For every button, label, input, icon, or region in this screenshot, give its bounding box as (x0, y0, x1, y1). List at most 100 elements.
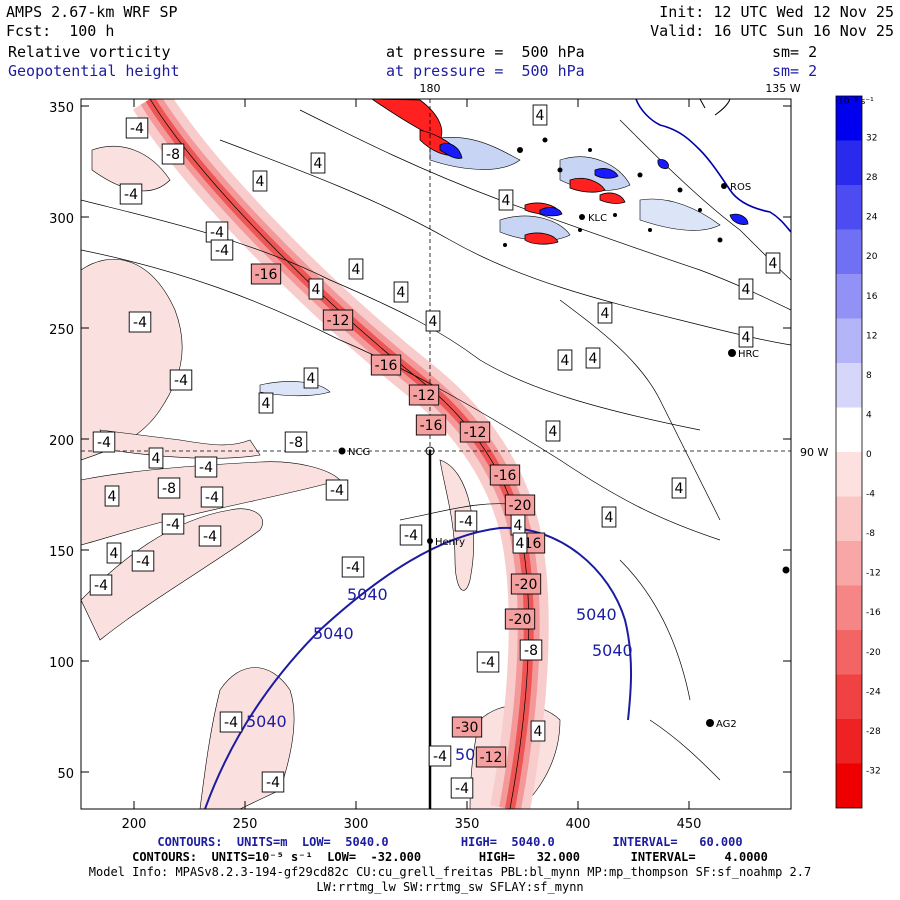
vorticity-label: -16 (494, 468, 517, 484)
station-marker-henry (427, 538, 433, 544)
x-tick-label: 200 (122, 817, 147, 832)
vorticity-label: -12 (480, 750, 503, 766)
vorticity-label: -4 (124, 187, 138, 203)
vorticity-label: 4 (397, 285, 406, 301)
vorticity-label-box (198, 525, 222, 547)
vorticity-label: 4 (675, 481, 684, 497)
vorticity-label-box (258, 392, 274, 414)
forecast-hour: Fcst: 100 h (6, 22, 115, 40)
vorticity-label: -16 (375, 358, 398, 374)
vorticity-label: -4 (210, 225, 224, 241)
colorbar-cell (836, 185, 862, 230)
init-time: Init: 12 UTC Wed 12 Nov 25 (659, 3, 894, 21)
colorbar-label: -20 (866, 648, 881, 658)
vorticity-label: 4 (536, 108, 545, 124)
longitude-labels: 180 135 W 90 W (420, 82, 829, 459)
valid-time: Valid: 16 UTC Sun 16 Nov 25 (650, 22, 894, 40)
colorbar-label: 4 (866, 410, 872, 420)
colorbar-label: 0 (866, 450, 872, 460)
vorticity-label-box (194, 456, 218, 478)
colorbar: 32 28 24 20 16 12 8 4 0 -4 -8 -12 -16 -20 -24 -28 -32 (835, 95, 881, 809)
vorticity-label: 4 (502, 193, 511, 209)
stations: NCG Henry HRC AG2 ROS KLC (338, 182, 790, 730)
station-marker-ncg (338, 447, 346, 455)
station-label-hrc: HRC (738, 349, 759, 360)
colorbar-label: -12 (866, 569, 881, 579)
colorbar-label: 20 (866, 252, 878, 262)
vorticity-label: -4 (346, 560, 360, 576)
axis-ticks (81, 99, 791, 809)
vorticity-label: -4 (404, 528, 418, 544)
vorticity-label-box (393, 281, 409, 303)
vorticity-label-box (161, 143, 185, 165)
vorticity-label-box (303, 367, 319, 389)
field1-level: at pressure = 500 hPa (386, 43, 585, 61)
vorticity-label: 4 (516, 536, 525, 552)
coastline (635, 99, 791, 233)
vorticity-label: -8 (289, 435, 303, 451)
vorticity-label-box (119, 183, 143, 205)
colorbar-label: 16 (866, 292, 878, 302)
vorticity-label-box (498, 189, 514, 211)
vorticity-label-box (200, 486, 224, 508)
x-tick-label: 350 (455, 817, 480, 832)
vorticity-label: -30 (456, 720, 479, 736)
vorticity-label-box (428, 745, 452, 767)
y-tick-label: 350 (49, 101, 74, 116)
station-marker-ros (721, 183, 727, 189)
cross-section-origin (425, 446, 435, 456)
colorbar-cell (836, 96, 862, 141)
axis-labels: 200 250 300 350 400 450 350 300 250 200 … (49, 101, 701, 832)
vorticity-label-box (210, 239, 234, 261)
vorticity-label-box (370, 354, 402, 376)
footer-height-contours: CONTOURS: UNITS=m LOW= 5040.0 HIGH= 5040… (157, 835, 743, 849)
station-label-klc: KLC (588, 213, 607, 224)
vorticity-label: -4 (130, 121, 144, 137)
station-label-henry: Henry (435, 537, 465, 548)
colorbar-label: 8 (866, 371, 872, 381)
vorticity-labels: -4 -8 -4 -4 -16 -4 -12 -4 -16 -4 -12 -16 -12 -16 -20 -1… (89, 104, 781, 799)
vorticity-label: -4 (481, 655, 495, 671)
station-marker-klc (579, 214, 585, 220)
vorticity-label-box (148, 447, 164, 469)
vorticity-label: -16 (255, 267, 278, 283)
colorbar-label: 28 (866, 173, 878, 183)
vorticity-label-box (504, 608, 536, 630)
vorticity-label: 4 (307, 371, 316, 387)
vorticity-label: -12 (327, 313, 350, 329)
vorticity-label: -4 (459, 514, 473, 530)
footer-vorticity-contours: CONTOURS: UNITS=10⁻⁵ s⁻¹ LOW= -32.000 HI… (132, 850, 768, 864)
field2-smoothing: sm= 2 (772, 62, 818, 80)
colorbar-cell (836, 541, 862, 586)
colorbar-cell (836, 407, 862, 452)
vorticity-label: 4 (110, 546, 119, 562)
vorticity-label-box (519, 639, 543, 661)
vorticity-label-box (408, 384, 440, 406)
vorticity-label: -16 (420, 418, 443, 434)
colorbar-label: 24 (866, 213, 878, 223)
vorticity-label: 4 (549, 424, 558, 440)
colorbar-label: -24 (866, 687, 881, 697)
vorticity-label-box (512, 532, 528, 554)
vorticity-label: -4 (133, 315, 147, 331)
vorticity-label-box (738, 278, 754, 300)
colorbar-cell (836, 763, 862, 808)
vorticity-label: -4 (203, 529, 217, 545)
field2-name: Geopotential height (8, 62, 180, 80)
vorticity-label: -12 (413, 388, 436, 404)
vorticity-label: -4 (330, 483, 344, 499)
vorticity-label-box (475, 746, 507, 768)
vorticity-label-box (219, 711, 243, 733)
vorticity-label: 4 (742, 330, 751, 346)
vorticity-label: -4 (199, 460, 213, 476)
vorticity-label-box (425, 310, 441, 332)
field1-smoothing: sm= 2 (772, 43, 818, 61)
colorbar-cell (836, 719, 862, 764)
vorticity-label: -20 (509, 612, 532, 628)
vorticity-label-box (454, 510, 478, 532)
vorticity-label: 4 (152, 451, 161, 467)
y-tick-label: 200 (49, 434, 74, 449)
vorticity-label: -4 (215, 243, 229, 259)
colorbar-cell (836, 674, 862, 719)
